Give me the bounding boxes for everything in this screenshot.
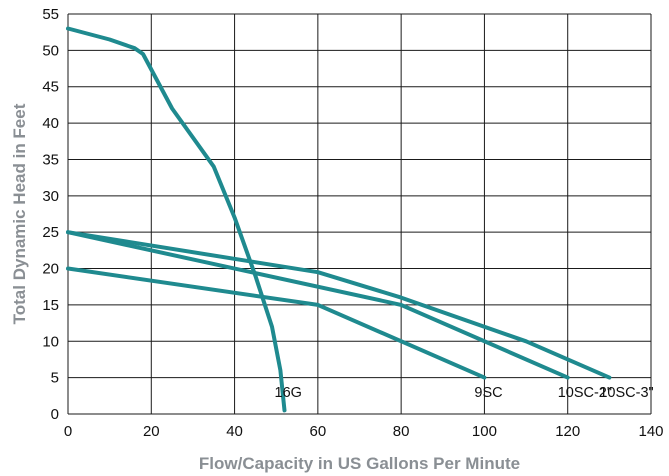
x-tick-label: 100 [472, 423, 497, 440]
series-label: 9SC [474, 385, 502, 401]
series-label: 16G [275, 385, 302, 401]
y-axis-title: Total Dynamic Head in Feet [10, 103, 29, 324]
x-tick-label: 0 [64, 423, 72, 440]
series-line-16g [66, 26, 287, 413]
series-label: 10SC-3" [599, 385, 653, 401]
y-tick-label: 30 [42, 188, 59, 205]
y-tick-label: 10 [42, 333, 59, 350]
x-tick-label: 20 [143, 423, 160, 440]
y-tick-label: 55 [42, 6, 59, 23]
y-tick-label: 35 [42, 151, 59, 168]
y-tick-label: 40 [42, 115, 59, 132]
x-tick-label: 60 [310, 423, 327, 440]
y-tick-label: 20 [42, 261, 59, 278]
x-tick-label: 80 [393, 423, 410, 440]
series-line-10sc-3 [66, 230, 612, 380]
tick-labels: 0 20 40 60 80 100 120 140 0 5 10 15 20 25 30 35 40 45 50 55 [42, 6, 663, 440]
x-tick-label: 140 [638, 423, 663, 440]
x-axis-title: Flow/Capacity in US Gallons Per Minute [199, 454, 520, 473]
y-tick-label: 15 [42, 297, 59, 314]
series-labels: 16G 9SC 10SC-2"10SC-3" [275, 385, 654, 401]
y-tick-label: 25 [42, 224, 59, 241]
x-tick-label: 120 [555, 423, 580, 440]
series-label: 10SC-2" [558, 385, 612, 401]
x-tick-label: 40 [226, 423, 243, 440]
series-line-10sc-2 [66, 230, 570, 380]
series-line-9sc [66, 266, 487, 380]
grid [67, 13, 652, 415]
y-tick-label: 45 [42, 79, 59, 96]
y-tick-label: 50 [42, 42, 59, 59]
y-tick-label: 5 [51, 370, 59, 387]
series-lines [66, 26, 612, 413]
y-tick-label: 0 [51, 406, 59, 423]
